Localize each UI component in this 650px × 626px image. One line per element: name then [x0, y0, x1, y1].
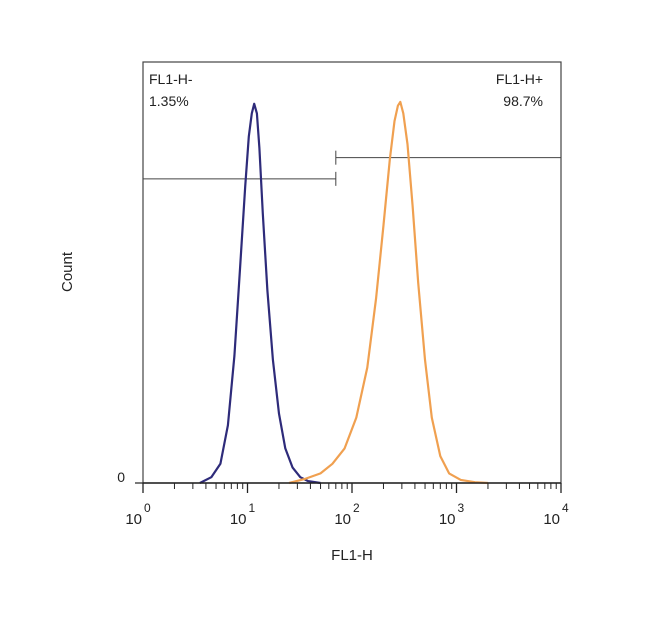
y-axis-label: Count — [59, 251, 76, 292]
x-tick-label: 102 — [334, 501, 360, 528]
y-tick-label: 0 — [117, 469, 125, 485]
x-tick-label: 101 — [230, 501, 256, 528]
gate-label-2: FL1-H+ — [496, 71, 543, 87]
series-curve-2 — [288, 100, 489, 485]
svg-text:10: 10 — [125, 511, 142, 528]
gate-percent-2: 98.7% — [503, 93, 543, 109]
svg-text:10: 10 — [230, 511, 247, 528]
x-tick-label: 103 — [439, 501, 465, 528]
svg-text:10: 10 — [543, 511, 560, 528]
svg-text:10: 10 — [439, 511, 456, 528]
svg-text:10: 10 — [334, 511, 351, 528]
x-axis-label: FL1-H — [331, 547, 373, 564]
svg-text:1: 1 — [249, 501, 256, 515]
x-tick-label: 100 — [125, 501, 151, 528]
plot-frame — [142, 61, 562, 484]
svg-text:4: 4 — [562, 501, 569, 515]
gate-label-1: FL1-H- — [149, 71, 193, 87]
x-tick-label: 104 — [543, 501, 569, 528]
svg-text:3: 3 — [458, 501, 465, 515]
svg-text:0: 0 — [144, 501, 151, 515]
series-curve-1 — [199, 102, 321, 485]
svg-text:2: 2 — [353, 501, 360, 515]
gate-percent-1: 1.35% — [149, 93, 189, 109]
